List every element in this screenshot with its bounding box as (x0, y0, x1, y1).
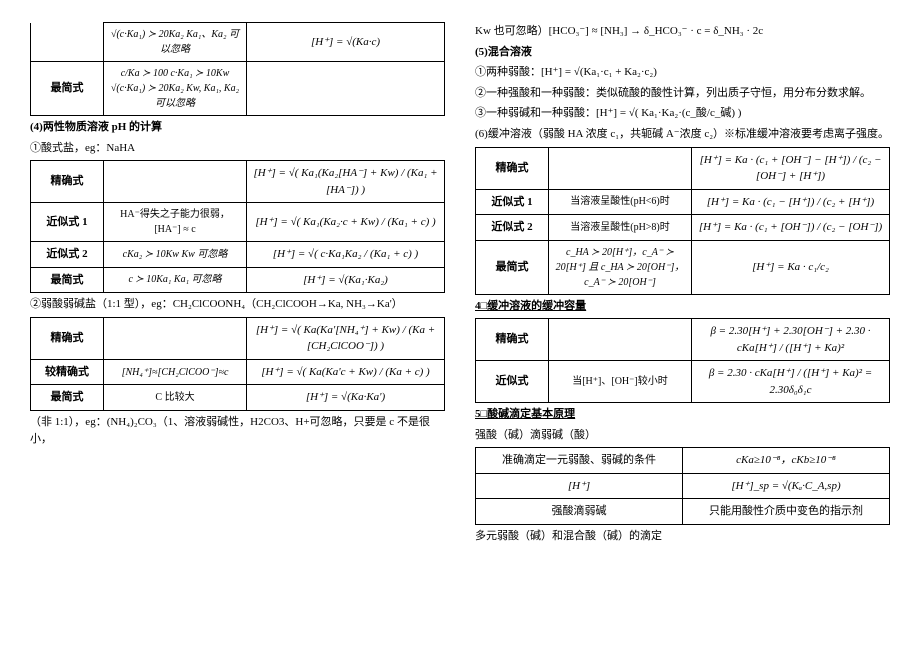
text-line: Kw 也可忽略）[HCO₃⁻] ≈ [NH₃] → δ_HCO₃⁻ · c = … (475, 23, 890, 41)
formula-cell: [H⁺] = Ka · (c₁ + [OH⁻] − [H⁺]) / (c₂ − … (692, 147, 890, 189)
table-buffer-capacity: 精确式 β = 2.30[H⁺] + 2.30[OH⁻] + 2.30 · cK… (475, 318, 890, 403)
footer-text: 多元弱酸（碱）和混合酸（碱）的滴定 (475, 528, 890, 546)
table-titration: 准确滴定一元弱酸、弱碱的条件 cKa≥10⁻⁸，cKb≥10⁻⁸ [H⁺] [H… (475, 447, 890, 525)
formula-cell: [H⁺] = √( Ka(Ka'c + Kw) / (Ka + c) ) (247, 359, 445, 385)
cond-cell: c ≻ 10Ka₁ Ka₁ 可忽略 (104, 267, 247, 293)
table-buffer: 精确式 [H⁺] = Ka · (c₁ + [OH⁻] − [H⁺]) / (c… (475, 147, 890, 295)
left-column: √(c·Ka₁) ≻ 20Ka₂ Ka₁、Ka₂ 可以忽略 [H⁺] = √(K… (30, 20, 445, 548)
text-line: ②一种强酸和一种弱酸：类似硫酸的酸性计算，列出质子守恒，用分布分数求解。 (475, 85, 890, 103)
subsection-label: 强酸（碱）滴弱碱（酸） (475, 427, 890, 445)
formula-cell: [H⁺] = √(Ka·Ka') (247, 385, 445, 411)
section-title: 4□缓冲溶液的缓冲容量 (475, 300, 586, 312)
titration-header: [H⁺] (476, 473, 683, 499)
right-column: Kw 也可忽略）[HCO₃⁻] ≈ [NH₃] → δ_HCO₃⁻ · c = … (475, 20, 890, 548)
formula-cell: [H⁺] = Ka · (c₁ − [H⁺]) / (c₂ + [H⁺]) (692, 189, 890, 215)
cond-cell: cKa₂ ≻ 10Kw Kw 可忽略 (104, 242, 247, 268)
formula-cell: β = 2.30 · cKa[H⁺] / ([H⁺] + Ka)² = 2.30… (692, 361, 890, 403)
cond-cell: c_HA ≻ 20[H⁺]，c_A⁻ ≻ 20[H⁺] 且 c_HA ≻ 20[… (549, 240, 692, 294)
formula-cell: [H⁺] = √( Ka(Ka'[NH₄⁺] + Kw) / (Ka + [CH… (247, 317, 445, 359)
row-label: 最简式 (31, 385, 104, 411)
titration-value: cKa≥10⁻⁸，cKb≥10⁻⁸ (683, 448, 890, 474)
titration-header: 准确滴定一元弱酸、弱碱的条件 (476, 448, 683, 474)
cond-cell: √(c·Ka₁) ≻ 20Ka₂ Ka₁、Ka₂ 可以忽略 (104, 23, 247, 62)
row-label: 近似式 2 (31, 242, 104, 268)
formula-cell: [H⁺] = √( Ka₁(Ka₂[HA⁻] + Kw) / (Ka₁ + [H… (247, 161, 445, 203)
formula-cell: [H⁺] = √(Ka·c) (247, 23, 445, 62)
formula-cell: β = 2.30[H⁺] + 2.30[OH⁻] + 2.30 · cKa[H⁺… (692, 319, 890, 361)
row-label: 精确式 (31, 161, 104, 203)
row-label: 精确式 (31, 317, 104, 359)
text-line: ①两种弱酸：[H⁺] = √(Ka₁·c₁ + Ka₂·c₂) (475, 64, 890, 82)
row-label: 近似式 2 (476, 215, 549, 241)
row-label: 近似式 (476, 361, 549, 403)
formula-cell: [H⁺] = Ka · c₁/c₂ (692, 240, 890, 294)
table-weak-salt: 精确式 [H⁺] = √( Ka(Ka'[NH₄⁺] + Kw) / (Ka +… (30, 317, 445, 411)
text-line: (6)缓冲溶液（弱酸 HA 浓度 c₁，共轭碱 A⁻浓度 c₂）※标准缓冲溶液要… (475, 126, 890, 144)
text-line: ③一种弱碱和一种弱酸：[H⁺] = √( Ka₁·Ka₂·(c_酸/c_碱) ) (475, 105, 890, 123)
cond-cell: 当溶液呈酸性(pH>8)时 (549, 215, 692, 241)
subsection-label: ①酸式盐，eg：NaHA (30, 140, 445, 158)
formula-cell: [H⁺] = Ka · (c₁ + [OH⁻]) / (c₂ − [OH⁻]) (692, 215, 890, 241)
row-label: 近似式 1 (31, 203, 104, 242)
row-label: 近似式 1 (476, 189, 549, 215)
titration-value: 只能用酸性介质中变色的指示剂 (683, 499, 890, 525)
note-text: （非 1:1），eg：(NH₄)₂CO₃（1、溶液弱碱性，H2CO3、H+可忽略… (30, 414, 445, 449)
titration-value: [H⁺]_sp = √(Kₐ·C_A,sp) (683, 473, 890, 499)
cond-cell: 当[H⁺]、[OH⁻]较小时 (549, 361, 692, 403)
titration-header: 强酸滴弱碱 (476, 499, 683, 525)
table-simplest-top: √(c·Ka₁) ≻ 20Ka₂ Ka₁、Ka₂ 可以忽略 [H⁺] = √(K… (30, 22, 445, 116)
subsection-label: ②弱酸弱碱盐（1:1 型），eg：CH₂ClCOONH₄（CH₂ClCOOH→K… (30, 296, 445, 314)
row-label: 精确式 (476, 319, 549, 361)
row-label: 最简式 (476, 240, 549, 294)
row-label: 较精确式 (31, 359, 104, 385)
section-title: (4)两性物质溶液 pH 的计算 (30, 121, 162, 133)
row-label: 最简式 (31, 267, 104, 293)
table-acid-salt: 精确式 [H⁺] = √( Ka₁(Ka₂[HA⁻] + Kw) / (Ka₁ … (30, 160, 445, 293)
row-label: 最简式 (31, 62, 104, 116)
formula-cell: [H⁺] = √(Ka₁·Ka₂) (247, 267, 445, 293)
formula-cell: [H⁺] = √( c·Ka₁Ka₂ / (Ka₁ + c) ) (247, 242, 445, 268)
cond-cell: HA⁻得失之子能力很弱，[HA⁻] ≈ c (104, 203, 247, 242)
section-title: (5)混合溶液 (475, 46, 532, 58)
cond-cell: [NH₄⁺]≈[CH₂ClCOO⁻]≈c (104, 359, 247, 385)
cond-cell: 当溶液呈酸性(pH<6)时 (549, 189, 692, 215)
row-label: 精确式 (476, 147, 549, 189)
cond-cell: c/Ka ≻ 100 c·Ka₁ ≻ 10Kw √(c·Ka₁) ≻ 20Ka₂… (104, 62, 247, 116)
cond-cell: C 比较大 (104, 385, 247, 411)
formula-cell: [H⁺] = √( Ka₁(Ka₂·c + Kw) / (Ka₁ + c) ) (247, 203, 445, 242)
section-title: 5□酸碱滴定基本原理 (475, 408, 575, 420)
